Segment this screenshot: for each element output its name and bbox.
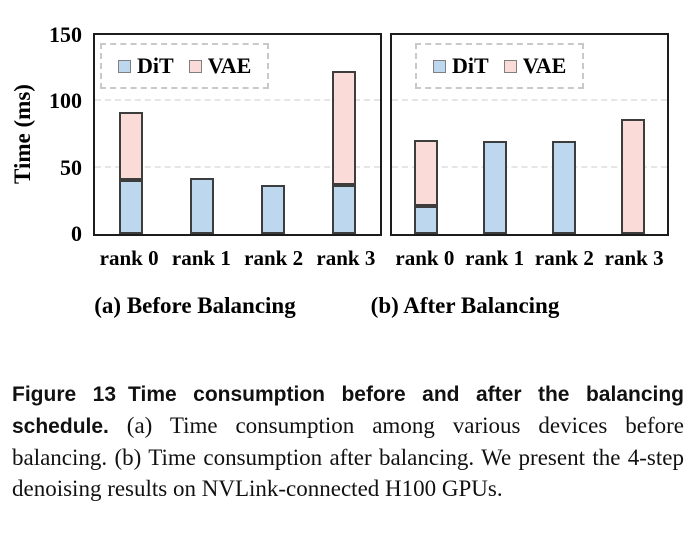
gridline-50 bbox=[95, 165, 380, 168]
bar-segment-vae bbox=[332, 70, 357, 185]
x-tick-label-rank-2: rank 2 bbox=[244, 246, 304, 270]
vae-swatch-icon bbox=[188, 59, 202, 73]
bar-segment-dit bbox=[551, 141, 576, 234]
bar-segment-dit bbox=[332, 184, 357, 234]
bar-segment-vae bbox=[414, 139, 439, 207]
x-tick-label-rank-1: rank 1 bbox=[465, 246, 525, 270]
legend-label-dit: DiT bbox=[452, 53, 489, 78]
after-balancing-bar-rank-3 bbox=[620, 118, 645, 234]
legend-before: DiT VAE bbox=[100, 43, 270, 89]
before-balancing-bar-rank-3 bbox=[332, 70, 357, 234]
bar-segment-dit bbox=[261, 184, 286, 234]
gridline-50 bbox=[392, 165, 667, 168]
bar-segment-dit bbox=[414, 206, 439, 234]
dit-swatch-icon bbox=[433, 59, 446, 73]
plot-after-balancing: DiT VAE bbox=[390, 33, 669, 236]
after-balancing-bar-rank-0 bbox=[414, 139, 439, 234]
legend-label-vae: VAE bbox=[207, 53, 252, 78]
legend-item-vae: VAE bbox=[188, 53, 252, 79]
after-balancing-bar-rank-1 bbox=[483, 141, 508, 234]
y-tick-label-50: 50 bbox=[60, 154, 82, 180]
legend-item-dit: DiT bbox=[433, 53, 489, 79]
x-tick-label-rank-0: rank 0 bbox=[99, 246, 159, 270]
bar-segment-dit bbox=[118, 179, 143, 234]
x-tick-label-rank-2: rank 2 bbox=[534, 246, 594, 270]
subcaption-before: (a) Before Balancing bbox=[94, 293, 296, 318]
x-tick-label-rank-0: rank 0 bbox=[395, 246, 455, 270]
y-axis-title: Time (ms) bbox=[10, 84, 35, 184]
legend-label-vae: VAE bbox=[522, 53, 567, 78]
legend-after: DiT VAE bbox=[415, 43, 585, 89]
x-axis-labels-before: rank 0 rank 1 rank 2 rank 3 bbox=[93, 246, 382, 271]
x-tick-label-rank-1: rank 1 bbox=[171, 246, 231, 270]
before-balancing-bar-rank-1 bbox=[189, 178, 214, 234]
before-balancing-bar-rank-2 bbox=[261, 184, 286, 234]
figure-caption-number: Figure 13 bbox=[12, 383, 117, 406]
dit-swatch-icon bbox=[118, 59, 131, 73]
legend-label-dit: DiT bbox=[137, 53, 174, 78]
bar-segment-dit bbox=[189, 178, 214, 234]
figure-caption: Figure 13 Time consumption before and aft… bbox=[12, 378, 684, 504]
x-axis-labels-after: rank 0 rank 1 rank 2 rank 3 bbox=[390, 246, 669, 271]
bar-segment-vae bbox=[118, 111, 143, 180]
before-balancing-bar-rank-0 bbox=[118, 111, 143, 234]
bar-segment-dit bbox=[483, 141, 508, 234]
plot-before-balancing: DiT VAE bbox=[93, 33, 382, 236]
subcaption-after: (b) After Balancing bbox=[370, 293, 560, 318]
x-tick-label-rank-3: rank 3 bbox=[316, 246, 376, 270]
y-tick-label-100: 100 bbox=[49, 88, 82, 114]
legend-item-dit: DiT bbox=[118, 53, 174, 79]
bar-segment-vae bbox=[620, 118, 645, 234]
figure-caption-body: (a) Time consumption among various devic… bbox=[12, 413, 684, 501]
legend-item-vae: VAE bbox=[503, 53, 567, 79]
y-tick-label-150: 150 bbox=[49, 22, 82, 47]
figure-caption-title: Time consumption before and after the ba… bbox=[12, 383, 684, 438]
vae-swatch-icon bbox=[503, 59, 517, 73]
after-balancing-bar-rank-2 bbox=[551, 141, 576, 234]
y-tick-label-0: 0 bbox=[71, 221, 82, 246]
gridline-100 bbox=[95, 99, 380, 102]
gridline-100 bbox=[392, 99, 667, 102]
x-tick-label-rank-3: rank 3 bbox=[604, 246, 664, 270]
